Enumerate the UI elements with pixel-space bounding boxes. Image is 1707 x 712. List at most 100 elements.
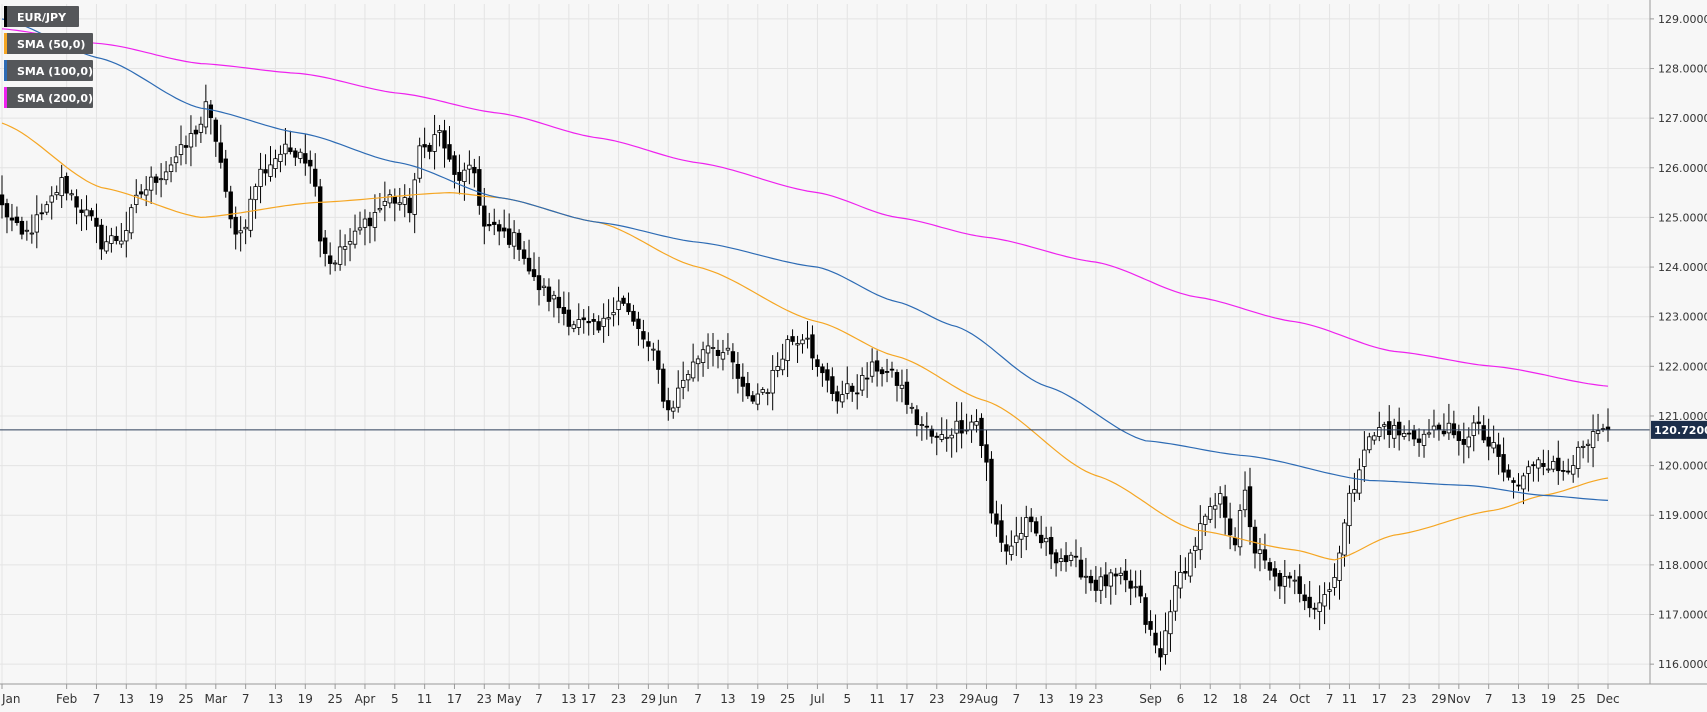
- candle-body: [775, 366, 780, 371]
- candle-body: [765, 392, 770, 394]
- candle-body: [1158, 648, 1163, 658]
- candle-body: [14, 216, 20, 224]
- candle-body: [158, 178, 164, 181]
- candle-body: [1222, 496, 1228, 518]
- candle-body: [924, 425, 930, 428]
- candle-body: [99, 224, 104, 250]
- legend-item[interactable]: [4, 87, 93, 108]
- candle-body: [1138, 585, 1143, 597]
- candle-body: [377, 207, 383, 211]
- candle-body: [248, 198, 253, 231]
- x-tick-label: 25: [780, 692, 795, 706]
- legend-item[interactable]: [4, 33, 93, 54]
- candle-body: [511, 232, 517, 247]
- candle-body: [576, 319, 581, 328]
- candle-body: [1242, 489, 1248, 511]
- y-tick-label: 123.0000: [1658, 311, 1707, 324]
- candle-body: [1396, 421, 1402, 436]
- candle-body: [39, 212, 44, 215]
- candle-body: [397, 202, 402, 205]
- candle-body: [879, 369, 885, 375]
- candle-body: [387, 194, 393, 204]
- candle-body: [1312, 607, 1317, 610]
- candle-body: [506, 228, 512, 245]
- candle-body: [611, 312, 616, 316]
- candle-body: [531, 269, 537, 278]
- x-tick-label: 11: [1342, 692, 1357, 706]
- candle-body: [974, 421, 979, 426]
- candle-body: [1566, 470, 1571, 473]
- candle-body: [352, 230, 358, 245]
- candle-body: [308, 159, 313, 167]
- legend-item[interactable]: [4, 60, 93, 81]
- candle-body: [1436, 424, 1442, 430]
- candle-body: [1466, 436, 1471, 448]
- x-tick-label: 19: [148, 692, 163, 706]
- legend-label: SMA (50,0): [17, 38, 85, 51]
- sma-lines: [1, 18, 1609, 561]
- candle-body: [134, 194, 139, 205]
- legend-label: SMA (200,0): [17, 92, 93, 105]
- x-tick-label: 13: [1039, 692, 1054, 706]
- x-tick-label: 17: [1372, 692, 1387, 706]
- candle-body: [1590, 431, 1596, 449]
- y-tick-label: 120.0000: [1658, 460, 1707, 473]
- candle-body: [904, 381, 910, 405]
- candle-body: [1227, 518, 1233, 536]
- x-tick-label: Oct: [1289, 692, 1310, 706]
- candle-body: [337, 246, 343, 265]
- candle-body: [1103, 574, 1109, 587]
- x-tick-label: 17: [581, 692, 596, 706]
- candle-body: [1347, 492, 1352, 527]
- candle-body: [720, 352, 726, 360]
- legend-swatch: [4, 60, 7, 81]
- candle-body: [1053, 552, 1059, 564]
- candle-body: [1213, 505, 1218, 510]
- candle-body: [621, 297, 626, 304]
- candle-body: [1267, 562, 1273, 571]
- candle-body: [1217, 493, 1223, 505]
- x-tick-label: 19: [1541, 692, 1556, 706]
- x-tick-label: 7: [1485, 692, 1493, 706]
- x-tick-label: 6: [1177, 692, 1185, 706]
- candle-body: [1401, 433, 1407, 437]
- candle-body: [1063, 555, 1069, 563]
- candle-body: [705, 345, 711, 354]
- candle-body: [59, 177, 64, 197]
- candle-body: [1575, 446, 1581, 469]
- legend-label: EUR/JPY: [17, 11, 67, 24]
- candle-body: [1153, 632, 1158, 646]
- candle-body: [556, 296, 562, 309]
- candle-body: [641, 331, 646, 340]
- x-tick-label: 23: [611, 692, 626, 706]
- candle-body: [850, 385, 855, 392]
- candle-body: [114, 235, 119, 242]
- candle-body: [9, 217, 15, 221]
- candle-body: [1043, 537, 1049, 543]
- x-tick-label: 19: [750, 692, 765, 706]
- candle-body: [785, 339, 790, 362]
- y-tick-label: 129.0000: [1658, 13, 1707, 26]
- candle-body: [124, 230, 129, 242]
- candle-body: [74, 196, 79, 208]
- candle-body: [1411, 430, 1417, 440]
- x-tick-label: May: [497, 692, 522, 706]
- candle-body: [1476, 421, 1481, 424]
- x-tick-label: Sep: [1139, 692, 1162, 706]
- candle-body: [1342, 522, 1347, 556]
- legend-item[interactable]: [4, 6, 79, 27]
- candle-body: [800, 339, 805, 345]
- x-tick-label: 5: [843, 692, 851, 706]
- candle-body: [477, 169, 482, 206]
- candle-body: [178, 144, 184, 155]
- candle-body: [1287, 575, 1292, 579]
- candle-body: [487, 224, 492, 227]
- candle-body: [1506, 469, 1511, 478]
- candle-body: [1491, 442, 1496, 449]
- y-tick-label: 125.0000: [1658, 211, 1707, 224]
- candle-body: [1292, 579, 1297, 582]
- candle-body: [666, 400, 671, 411]
- candle-body: [29, 232, 35, 235]
- candle-body: [0, 194, 5, 206]
- candle-body: [730, 351, 736, 363]
